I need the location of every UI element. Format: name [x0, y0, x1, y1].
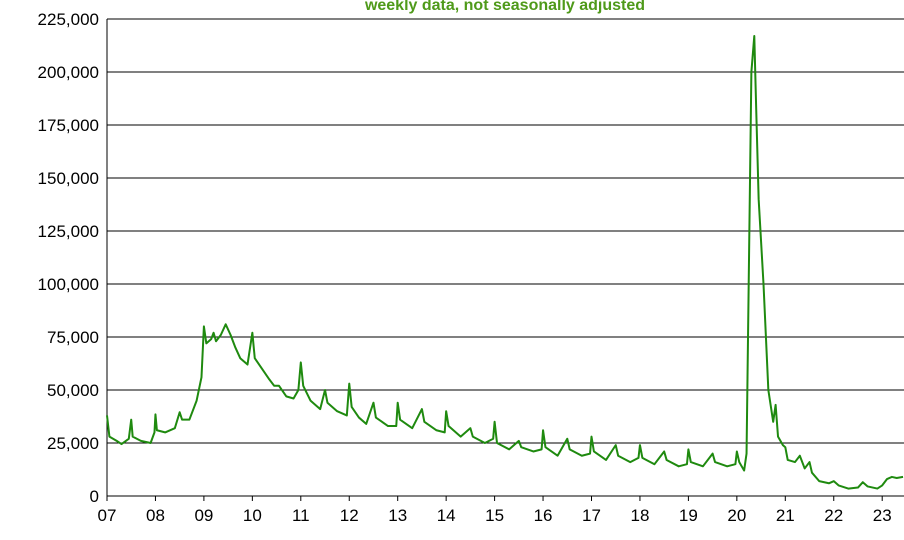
y-tick-label: 150,000 — [38, 169, 99, 188]
x-tick-label: 16 — [534, 506, 553, 525]
y-tick-label: 75,000 — [47, 328, 99, 347]
x-tick-label: 13 — [388, 506, 407, 525]
y-tick-label: 100,000 — [38, 275, 99, 294]
x-tick-label: 15 — [485, 506, 504, 525]
y-tick-label: 50,000 — [47, 381, 99, 400]
y-tick-label: 125,000 — [38, 222, 99, 241]
x-tick-label: 17 — [582, 506, 601, 525]
x-tick-label: 09 — [194, 506, 213, 525]
x-tick-label: 18 — [630, 506, 649, 525]
y-tick-label: 200,000 — [38, 63, 99, 82]
x-tick-label: 14 — [437, 506, 456, 525]
x-tick-label: 08 — [146, 506, 165, 525]
data-line — [106, 34, 904, 490]
chart-subtitle: weekly data, not seasonally adjusted — [364, 0, 645, 14]
x-tick-label: 12 — [340, 506, 359, 525]
y-tick-label: 225,000 — [38, 10, 99, 29]
x-tick-label: 10 — [243, 506, 262, 525]
x-tick-label: 07 — [98, 506, 117, 525]
y-tick-label: 175,000 — [38, 116, 99, 135]
x-tick-label: 20 — [727, 506, 746, 525]
x-tick-label: 23 — [873, 506, 892, 525]
x-tick-label: 19 — [679, 506, 698, 525]
x-tick-label: 21 — [776, 506, 795, 525]
x-tick-label: 22 — [824, 506, 843, 525]
y-tick-label: 0 — [90, 487, 99, 506]
y-tick-label: 25,000 — [47, 434, 99, 453]
x-tick-label: 11 — [292, 506, 310, 525]
